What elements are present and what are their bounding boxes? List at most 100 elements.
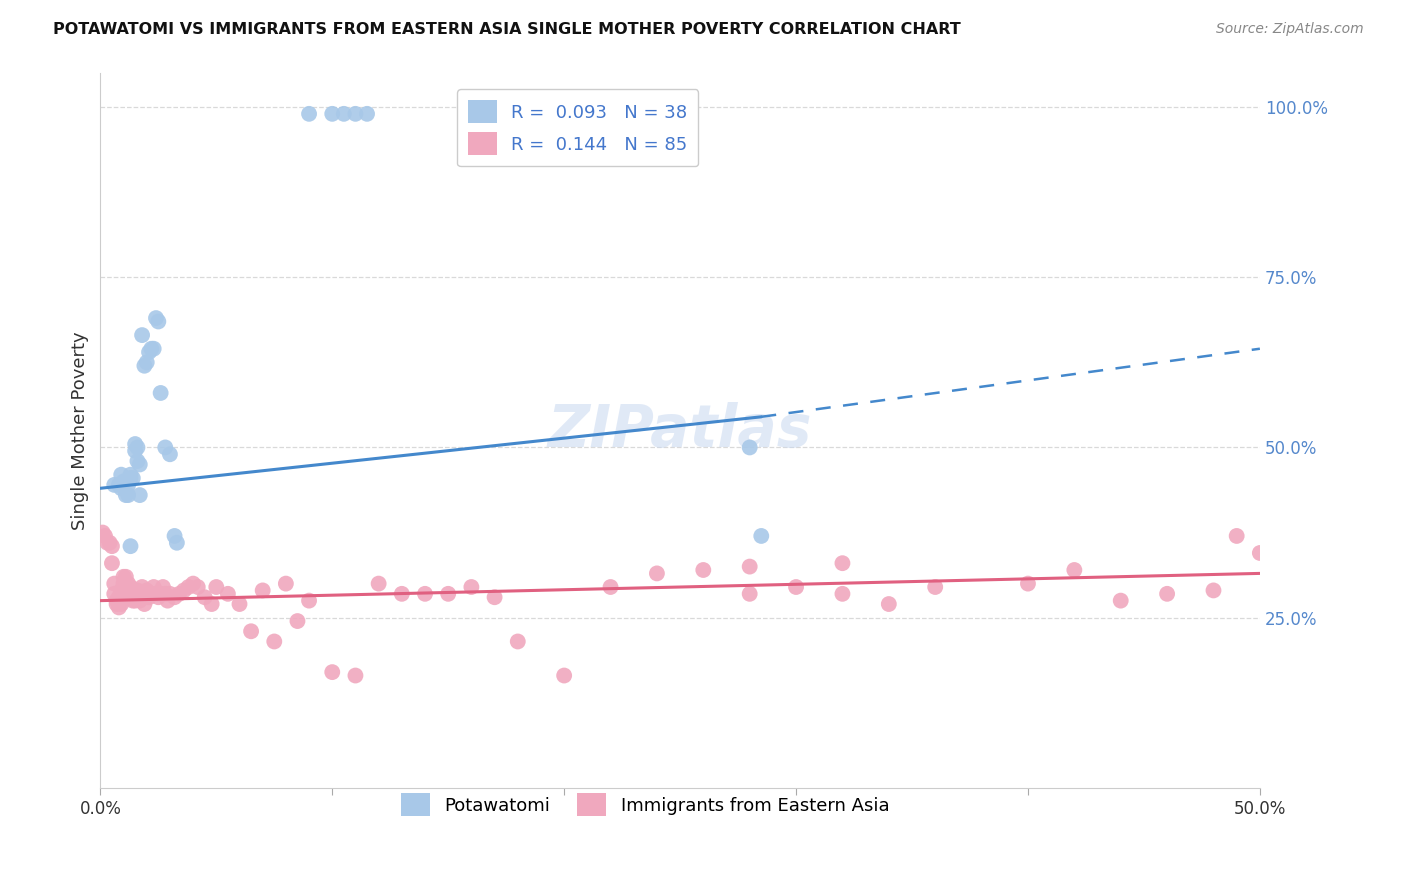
- Point: [738, 587, 761, 601]
- Point: [105, 593, 128, 607]
- Point: [115, 570, 138, 584]
- Point: [112, 570, 135, 584]
- Point: [124, 593, 146, 607]
- Point: [645, 566, 668, 581]
- Point: [321, 665, 343, 679]
- Point: [108, 593, 131, 607]
- Point: [108, 591, 131, 605]
- Point: [142, 342, 165, 356]
- Point: [437, 587, 460, 601]
- Point: [112, 587, 135, 601]
- Point: [599, 580, 621, 594]
- Point: [131, 328, 153, 343]
- Point: [101, 556, 124, 570]
- Point: [155, 587, 177, 601]
- Point: [187, 580, 209, 594]
- Point: [692, 563, 714, 577]
- Point: [105, 597, 128, 611]
- Point: [484, 591, 506, 605]
- Point: [117, 576, 139, 591]
- Point: [149, 587, 172, 601]
- Point: [101, 539, 124, 553]
- Point: [201, 597, 224, 611]
- Point: [110, 467, 132, 482]
- Point: [142, 580, 165, 594]
- Text: ZIPatlas: ZIPatlas: [548, 402, 813, 458]
- Point: [217, 587, 239, 601]
- Point: [134, 597, 156, 611]
- Point: [344, 107, 367, 121]
- Point: [356, 107, 378, 121]
- Point: [506, 634, 529, 648]
- Point: [274, 576, 297, 591]
- Point: [553, 668, 575, 682]
- Point: [738, 441, 761, 455]
- Point: [110, 583, 132, 598]
- Point: [148, 591, 170, 605]
- Point: [124, 443, 146, 458]
- Point: [413, 587, 436, 601]
- Point: [173, 583, 195, 598]
- Point: [831, 587, 853, 601]
- Point: [156, 593, 179, 607]
- Legend: Potawatomi, Immigrants from Eastern Asia: Potawatomi, Immigrants from Eastern Asia: [392, 784, 898, 825]
- Point: [120, 539, 142, 553]
- Point: [110, 481, 132, 495]
- Point: [155, 441, 177, 455]
- Point: [163, 529, 186, 543]
- Point: [120, 587, 142, 601]
- Point: [145, 311, 167, 326]
- Text: POTAWATOMI VS IMMIGRANTS FROM EASTERN ASIA SINGLE MOTHER POVERTY CORRELATION CHA: POTAWATOMI VS IMMIGRANTS FROM EASTERN AS…: [53, 22, 962, 37]
- Point: [91, 525, 114, 540]
- Point: [128, 593, 150, 607]
- Point: [1156, 587, 1178, 601]
- Point: [112, 576, 135, 591]
- Point: [1063, 563, 1085, 577]
- Point: [103, 478, 125, 492]
- Point: [127, 583, 149, 598]
- Point: [120, 467, 142, 482]
- Point: [94, 529, 117, 543]
- Point: [135, 355, 157, 369]
- Point: [110, 593, 132, 607]
- Point: [108, 478, 131, 492]
- Point: [121, 471, 143, 485]
- Point: [333, 107, 356, 121]
- Point: [252, 583, 274, 598]
- Point: [134, 359, 156, 373]
- Point: [152, 580, 174, 594]
- Point: [115, 488, 138, 502]
- Point: [124, 437, 146, 451]
- Point: [166, 535, 188, 549]
- Point: [367, 576, 389, 591]
- Point: [298, 107, 321, 121]
- Y-axis label: Single Mother Poverty: Single Mother Poverty: [72, 331, 89, 530]
- Point: [127, 441, 149, 455]
- Point: [298, 593, 321, 607]
- Point: [163, 591, 186, 605]
- Point: [103, 576, 125, 591]
- Point: [96, 535, 118, 549]
- Point: [1249, 546, 1271, 560]
- Point: [924, 580, 946, 594]
- Point: [460, 580, 482, 594]
- Point: [127, 454, 149, 468]
- Point: [128, 488, 150, 502]
- Point: [167, 587, 190, 601]
- Point: [1202, 583, 1225, 598]
- Point: [1226, 529, 1249, 543]
- Point: [321, 107, 343, 121]
- Point: [145, 587, 167, 601]
- Point: [287, 614, 309, 628]
- Point: [205, 580, 228, 594]
- Point: [149, 386, 172, 401]
- Point: [1109, 593, 1132, 607]
- Point: [344, 668, 367, 682]
- Point: [103, 587, 125, 601]
- Point: [159, 447, 181, 461]
- Point: [138, 591, 160, 605]
- Point: [117, 488, 139, 502]
- Point: [120, 471, 142, 485]
- Point: [120, 580, 142, 594]
- Point: [131, 580, 153, 594]
